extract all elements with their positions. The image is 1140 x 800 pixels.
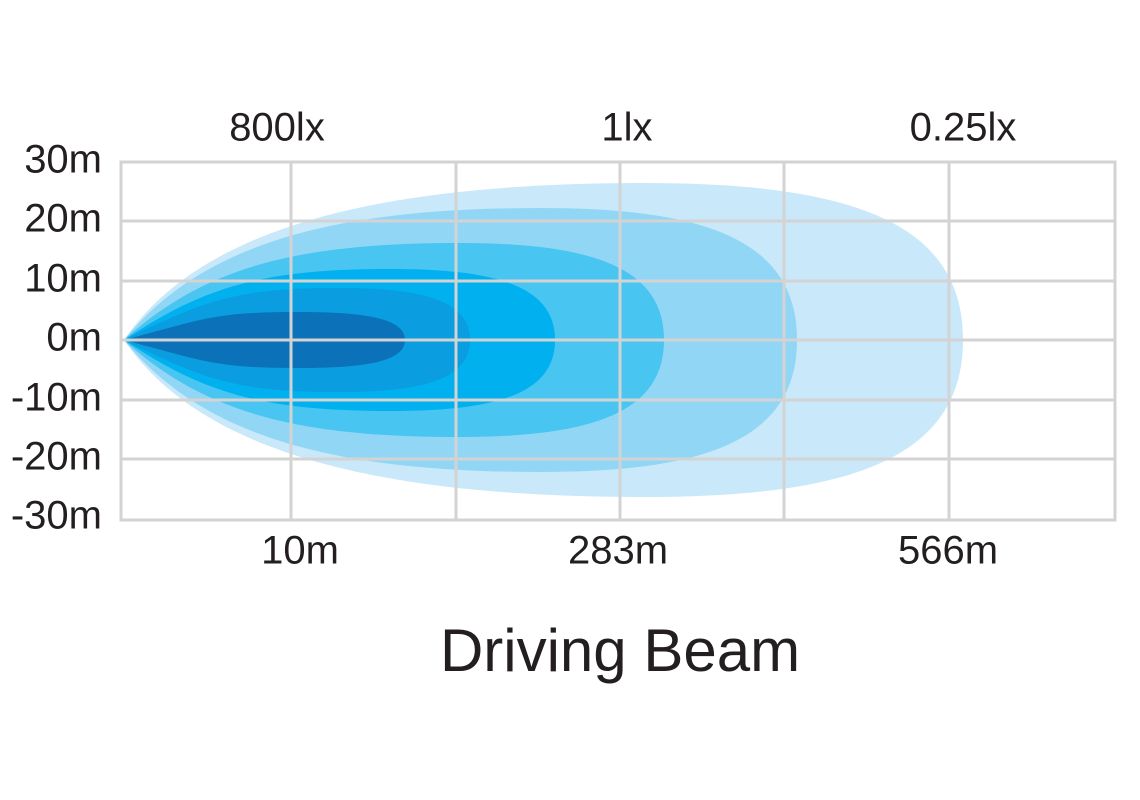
x-label: 566m xyxy=(898,529,998,573)
y-label: -10m xyxy=(11,376,102,420)
y-label: 10m xyxy=(24,257,102,301)
lux-label: 0.25lx xyxy=(910,106,1017,150)
x-label: 283m xyxy=(568,529,668,573)
x-label: 10m xyxy=(261,529,339,573)
grid xyxy=(119,160,1117,522)
y-label: 0m xyxy=(46,316,102,360)
y-label: 30m xyxy=(24,138,102,182)
y-label: 20m xyxy=(24,197,102,241)
y-label: -20m xyxy=(11,435,102,479)
y-label: -30m xyxy=(11,494,102,538)
lux-label: 800lx xyxy=(229,106,325,150)
title: Driving Beam xyxy=(440,617,800,684)
lux-label: 1lx xyxy=(601,106,652,150)
